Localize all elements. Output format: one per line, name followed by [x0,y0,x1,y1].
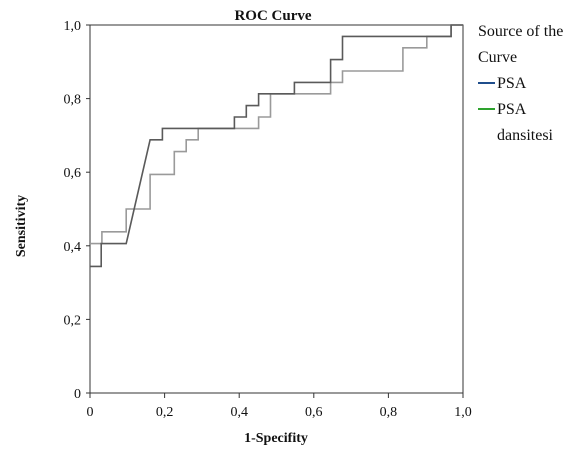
y-tick-label: 0,6 [64,166,82,181]
series-line-psa-dansitesi [90,24,463,245]
x-tick-label: 0,6 [305,405,323,420]
chart-title: ROC Curve [234,8,311,24]
legend-label-psa: PSA [497,75,527,92]
y-axis-label: Sensitivity [14,195,29,257]
legend-item-psa: PSA [478,71,577,97]
x-tick-label: 0,8 [380,405,398,420]
legend-title: Source of the Curve [478,23,564,66]
x-tick-label: 0 [87,405,94,420]
legend-item-psa-dansitesi: PSA dansitesi [478,97,577,149]
y-tick-label: 0,4 [64,240,82,255]
x-tick-label: 0,4 [230,405,248,420]
plot-frame [89,24,464,394]
x-axis-label: 1-Specifity [244,431,308,446]
y-tick-label: 0 [74,387,81,402]
x-tick-label: 0,2 [156,405,174,420]
legend-swatch-psa-dansitesi [478,108,495,111]
y-axis-ticks: 0 0,2 0,4 0,6 0,8 1,0 [64,19,90,402]
y-tick-label: 0,2 [64,313,82,328]
x-axis-ticks: 0 0,2 0,4 0,6 0,8 1,0 [87,393,472,420]
y-tick-label: 0,8 [64,93,82,108]
x-tick-label: 1,0 [454,405,472,420]
y-tick-label: 1,0 [64,19,82,34]
series-lines [90,24,463,268]
legend-swatch-psa [478,82,495,85]
series-line-psa [90,24,463,268]
legend-label-psa-dansitesi: PSA dansitesi [497,101,553,144]
